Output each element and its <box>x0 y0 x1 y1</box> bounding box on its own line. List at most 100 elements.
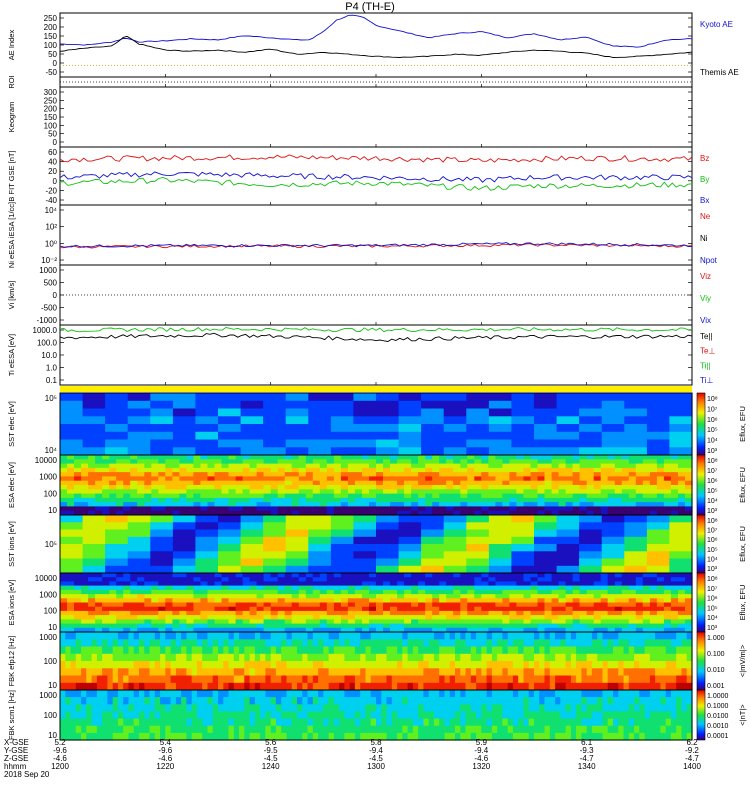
spec-cell-sst_i <box>444 530 467 538</box>
spec-cell-fbk_e <box>576 654 582 662</box>
trace-ae-1 <box>60 36 692 57</box>
spec-cell-esa_i <box>390 586 398 591</box>
spec-cell-esa_i <box>306 615 314 620</box>
spec-cell-esa_i <box>102 615 110 620</box>
spec-cell-fbk_b <box>97 711 103 719</box>
spec-cell-esa_i <box>257 624 265 629</box>
spec-cell-sst_e <box>241 393 264 401</box>
spec-cell-esa_e <box>552 485 560 490</box>
spec-cell-esa_e <box>559 485 567 490</box>
spec-cell-esa_i <box>376 594 384 599</box>
spec-cell-esa_i <box>516 598 524 603</box>
spec-cell-esa_i <box>467 577 475 582</box>
spec-cell-fbk_e <box>397 683 403 691</box>
spec-cell-fbk_e <box>318 632 324 640</box>
spec-cell-esa_i <box>509 590 517 595</box>
spec-cell-fbk_e <box>97 639 103 647</box>
spec-cell-esa_i <box>200 598 208 603</box>
spec-cell-fbk_b <box>476 697 482 705</box>
spec-cell-esa_e <box>432 481 440 486</box>
spec-cell-sst_i <box>624 530 647 538</box>
spec-cell-sst_e <box>444 424 467 432</box>
spec-cell-fbk_b <box>118 690 124 698</box>
spec-cell-fbk_b <box>202 704 208 712</box>
spec-cell-esa_i <box>158 607 166 612</box>
spec-cell-esa_e <box>313 498 321 503</box>
spec-cell-esa_e <box>453 455 461 460</box>
spec-cell-esa_i <box>151 615 159 620</box>
spec-cell-esa_e <box>516 481 524 486</box>
spec-cell-esa_e <box>608 498 616 503</box>
spec-cell-fbk_e <box>129 647 135 655</box>
spec-cell-esa_i <box>348 586 356 591</box>
spec-cell-fbk_b <box>676 690 682 698</box>
spec-cell-esa_i <box>369 611 377 616</box>
spec-cell-esa_i <box>88 611 96 616</box>
spec-cell-fbk_e <box>197 647 203 655</box>
spec-cell-esa_i <box>664 581 672 586</box>
spec-cell-esa_i <box>622 586 630 591</box>
spec-cell-esa_i <box>629 619 637 624</box>
spec-cell-esa_i <box>151 598 159 603</box>
spec-cell-esa_i <box>278 619 286 624</box>
spec-cell-sst_e <box>557 424 580 432</box>
spec-cell-fbk_e <box>555 639 561 647</box>
spec-cell-fbk_b <box>97 726 103 734</box>
spec-cell-esa_i <box>172 598 180 603</box>
spec-cell-esa_e <box>144 481 152 486</box>
spec-cell-esa_i <box>439 581 447 586</box>
spec-cell-esa_e <box>622 472 630 477</box>
spec-cell-esa_e <box>516 502 524 507</box>
spec-cell-esa_i <box>594 594 602 599</box>
spec-cell-fbk_b <box>376 690 382 698</box>
spec-cell-esa_e <box>243 498 251 503</box>
spec-cell-esa_e <box>130 506 138 511</box>
spec-cell-fbk_e <box>160 676 166 684</box>
spec-cell-esa_e <box>531 459 539 464</box>
spec-cell-esa_e <box>601 489 609 494</box>
spec-cell-fbk_b <box>439 719 445 727</box>
spec-cell-fbk_e <box>566 654 572 662</box>
spec-cell-esa_i <box>222 611 230 616</box>
spec-cell-fbk_b <box>329 690 335 698</box>
spec-cell-esa_e <box>390 472 398 477</box>
spec-cell-fbk_b <box>129 704 135 712</box>
panel-frame-keogram <box>60 87 692 147</box>
spec-cell-esa_e <box>425 498 433 503</box>
spec-cell-fbk_b <box>244 719 250 727</box>
spec-cell-esa_i <box>383 594 391 599</box>
spec-cell-esa_i <box>418 598 426 603</box>
spec-cell-fbk_b <box>113 726 119 734</box>
spec-cell-fbk_e <box>244 632 250 640</box>
spec-cell-fbk_e <box>450 668 456 676</box>
spec-cell-sst_i <box>218 515 241 523</box>
spec-cell-fbk_e <box>481 668 487 676</box>
spec-cell-esa_e <box>172 489 180 494</box>
spec-cell-esa_e <box>531 489 539 494</box>
spec-cell-fbk_b <box>381 719 387 727</box>
spec-cell-esa_i <box>531 581 539 586</box>
spec-cell-fbk_e <box>439 668 445 676</box>
spec-cell-esa_i <box>81 594 89 599</box>
spec-cell-fbk_b <box>255 733 261 741</box>
spec-cell-fbk_e <box>608 632 614 640</box>
spec-cell-fbk_e <box>481 661 487 669</box>
spec-cell-esa_i <box>516 586 524 591</box>
spec-cell-fbk_b <box>234 719 240 727</box>
spec-cell-esa_i <box>81 590 89 595</box>
spec-cell-fbk_b <box>60 690 66 698</box>
spec-cell-esa_e <box>587 459 595 464</box>
spec-cell-esa_i <box>502 594 510 599</box>
spec-cell-fbk_b <box>271 711 277 719</box>
spec-cell-fbk_b <box>613 690 619 698</box>
spec-cell-esa_e <box>411 459 419 464</box>
spec-cell-esa_e <box>369 468 377 473</box>
spec-cell-fbk_b <box>460 697 466 705</box>
spec-cell-fbk_e <box>360 647 366 655</box>
spec-cell-fbk_e <box>76 661 82 669</box>
spec-cell-esa_e <box>671 498 679 503</box>
spec-cell-esa_i <box>488 594 496 599</box>
spec-cell-esa_i <box>229 619 237 624</box>
spec-cell-esa_e <box>109 489 117 494</box>
spec-cell-esa_e <box>299 459 307 464</box>
